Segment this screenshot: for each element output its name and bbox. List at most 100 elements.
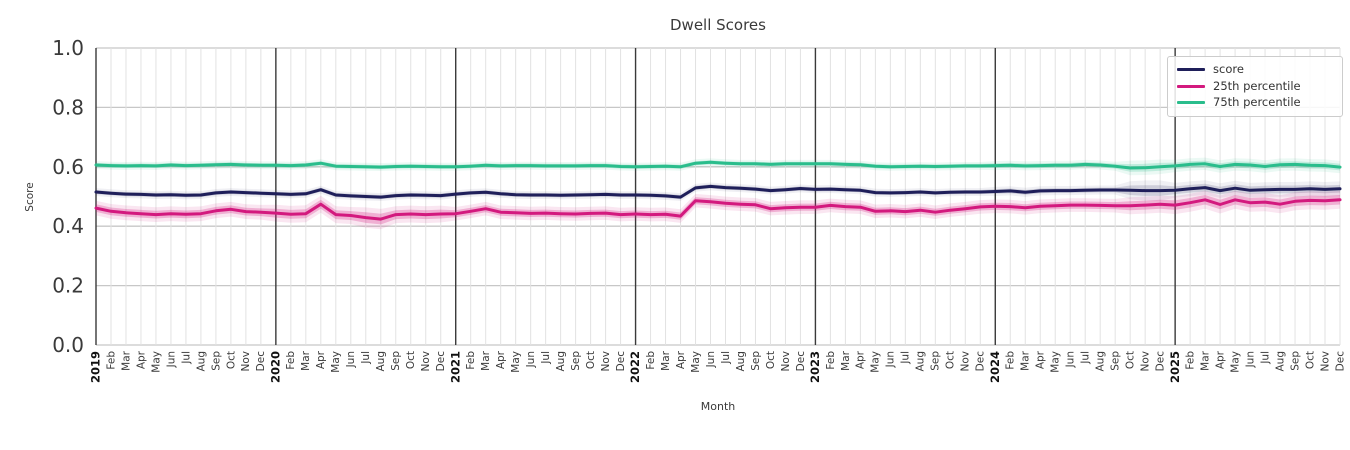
legend-line-swatch-75th-percentile: [1177, 101, 1205, 105]
y-tick-label: 0.2: [52, 274, 84, 298]
x-tick-label: Jun: [165, 351, 177, 368]
x-tick-label: Sep: [1110, 351, 1122, 371]
x-axis-label: Month: [700, 400, 736, 413]
x-tick-label: Dec: [435, 351, 447, 372]
x-tick-label: Sep: [930, 351, 942, 371]
x-tick-label: Oct: [405, 351, 417, 369]
x-tick-label: 2020: [269, 351, 283, 383]
legend-item-25th-percentile: 25th percentile: [1177, 78, 1333, 93]
x-tick-label: Jun: [705, 351, 717, 368]
series-line-score: [94, 184, 1342, 199]
x-tick-label: Jul: [360, 351, 372, 365]
x-tick-label: Feb: [1184, 351, 1196, 370]
x-tick-label: Oct: [765, 351, 777, 369]
x-tick-label: Jul: [1080, 351, 1092, 365]
legend-line-swatch-score: [1177, 68, 1205, 72]
x-tick-label: Mar: [120, 350, 132, 370]
y-tick-label: 0.4: [52, 214, 84, 238]
x-tick-label: Oct: [1125, 351, 1137, 369]
y-tick-label: 0.0: [52, 333, 84, 357]
x-tick-label: Aug: [1095, 351, 1107, 372]
legend: score 25th percentile 75th percentile: [1167, 56, 1343, 117]
x-tick-label: Feb: [105, 351, 117, 370]
x-tick-label: Apr: [135, 350, 147, 369]
legend-line-swatch-25th-percentile: [1177, 84, 1205, 88]
x-tick-label: Jun: [525, 351, 537, 368]
chart-title: Dwell Scores: [670, 16, 766, 34]
x-tick-label: Aug: [915, 351, 927, 372]
x-tick-label: Mar: [480, 350, 492, 370]
x-tick-label: 2021: [448, 351, 462, 383]
x-tick-label: Feb: [465, 351, 477, 370]
x-tick-label: Aug: [375, 351, 387, 372]
x-tick-label: May: [1050, 351, 1062, 373]
x-tick-label: Apr: [855, 350, 867, 369]
legend-item-75th-percentile: 75th percentile: [1177, 95, 1333, 109]
x-tick-label: Apr: [1214, 350, 1226, 369]
x-tick-label: Jul: [180, 351, 192, 365]
x-tick-label: Jul: [900, 351, 912, 365]
x-tick-label: Oct: [945, 351, 957, 369]
x-tick-label: Oct: [585, 351, 597, 369]
y-tick-label: 0.6: [52, 155, 84, 179]
x-tick-label: May: [510, 351, 522, 373]
x-tick-label: Nov: [780, 351, 792, 372]
x-tick-label: Sep: [1289, 351, 1301, 371]
x-tick-label: Sep: [210, 351, 222, 371]
confidence-band-25th-percentile: [96, 195, 1340, 225]
x-tick-label: Nov: [1140, 351, 1152, 372]
confidence-band-75th-percentile: [96, 157, 1340, 176]
x-tick-label: Apr: [1035, 350, 1047, 369]
x-tick-label: Mar: [300, 350, 312, 370]
x-tick-label: Aug: [735, 351, 747, 372]
x-tick-label: Oct: [225, 351, 237, 369]
x-tick-label: Jun: [885, 351, 897, 368]
x-tick-label: Oct: [1304, 351, 1316, 369]
x-tick-label: Jun: [345, 351, 357, 368]
x-tick-label: 2025: [1168, 351, 1182, 383]
x-tick-label: May: [330, 351, 342, 373]
x-tick-label: Feb: [825, 351, 837, 370]
x-tick-label: Dec: [615, 351, 627, 372]
x-tick-label: Aug: [195, 351, 207, 372]
x-tick-label: May: [870, 351, 882, 373]
x-tick-label: Mar: [840, 350, 852, 370]
x-tick-label: May: [1229, 351, 1241, 373]
x-tick-label: Nov: [960, 351, 972, 372]
x-tick-label: Apr: [495, 350, 507, 369]
x-tick-label: Jul: [540, 351, 552, 365]
x-tick-label: Dec: [795, 351, 807, 372]
x-tick-label: Mar: [1020, 350, 1032, 370]
x-tick-label: Aug: [555, 351, 567, 372]
x-tick-label: Jun: [1244, 351, 1256, 368]
x-tick-label: 2024: [988, 351, 1002, 383]
x-tick-label: 2019: [89, 351, 103, 383]
x-tick-label: Nov: [420, 351, 432, 372]
x-tick-label: Dec: [255, 351, 267, 372]
x-tick-label: Sep: [390, 351, 402, 371]
x-tick-label: Feb: [645, 351, 657, 370]
series-line-75th-percentile: [94, 160, 1342, 170]
x-tick-label: Apr: [675, 350, 687, 369]
y-tick-label: 1.0: [52, 36, 84, 60]
x-tick-label: Mar: [660, 350, 672, 370]
confidence-band-25th-percentile: [96, 190, 1340, 230]
x-tick-label: Sep: [570, 351, 582, 371]
x-tick-label: Sep: [750, 351, 762, 371]
x-tick-label: Jun: [1065, 351, 1077, 368]
legend-label-25th-percentile: 25th percentile: [1213, 78, 1301, 93]
y-tick-label: 0.8: [52, 95, 84, 119]
legend-label-75th-percentile: 75th percentile: [1213, 95, 1301, 109]
legend-item-score: score: [1177, 62, 1333, 76]
legend-label-score: score: [1213, 62, 1244, 76]
x-tick-label: Dec: [1334, 351, 1346, 372]
x-tick-label: Dec: [1155, 351, 1167, 372]
x-tick-label: Nov: [240, 351, 252, 372]
x-tick-label: Feb: [285, 351, 297, 370]
x-tick-label: May: [690, 351, 702, 373]
x-tick-label: Nov: [600, 351, 612, 372]
x-tick-label: 2023: [808, 351, 822, 383]
x-tick-label: May: [150, 351, 162, 373]
